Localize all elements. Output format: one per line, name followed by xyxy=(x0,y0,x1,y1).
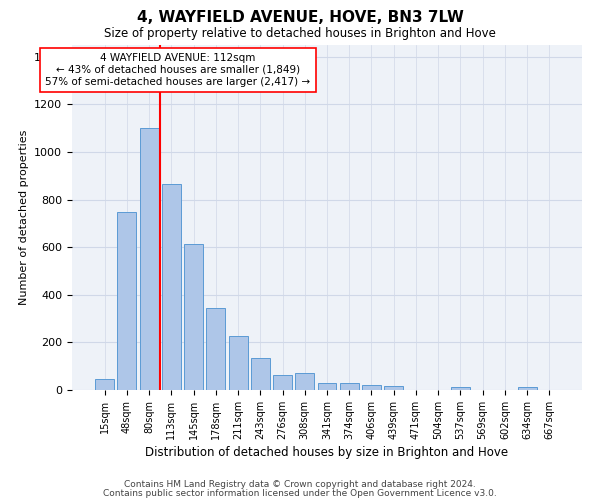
Bar xyxy=(251,358,270,390)
Text: 4 WAYFIELD AVENUE: 112sqm
← 43% of detached houses are smaller (1,849)
57% of se: 4 WAYFIELD AVENUE: 112sqm ← 43% of detac… xyxy=(46,54,311,86)
Text: 4, WAYFIELD AVENUE, HOVE, BN3 7LW: 4, WAYFIELD AVENUE, HOVE, BN3 7LW xyxy=(137,10,463,25)
Bar xyxy=(295,374,314,390)
Text: Contains HM Land Registry data © Crown copyright and database right 2024.: Contains HM Land Registry data © Crown c… xyxy=(124,480,476,489)
Bar xyxy=(518,387,536,390)
Bar xyxy=(451,387,470,390)
Bar xyxy=(229,336,248,390)
Bar xyxy=(184,244,203,390)
Bar xyxy=(162,184,181,390)
Bar xyxy=(362,385,381,390)
Bar xyxy=(206,308,225,390)
Bar xyxy=(95,378,114,390)
Bar xyxy=(273,374,292,390)
Bar xyxy=(140,128,158,390)
Bar xyxy=(118,212,136,390)
Y-axis label: Number of detached properties: Number of detached properties xyxy=(19,130,29,305)
Bar xyxy=(384,386,403,390)
X-axis label: Distribution of detached houses by size in Brighton and Hove: Distribution of detached houses by size … xyxy=(145,446,509,459)
Bar xyxy=(340,383,359,390)
Text: Contains public sector information licensed under the Open Government Licence v3: Contains public sector information licen… xyxy=(103,490,497,498)
Bar xyxy=(317,383,337,390)
Text: Size of property relative to detached houses in Brighton and Hove: Size of property relative to detached ho… xyxy=(104,28,496,40)
